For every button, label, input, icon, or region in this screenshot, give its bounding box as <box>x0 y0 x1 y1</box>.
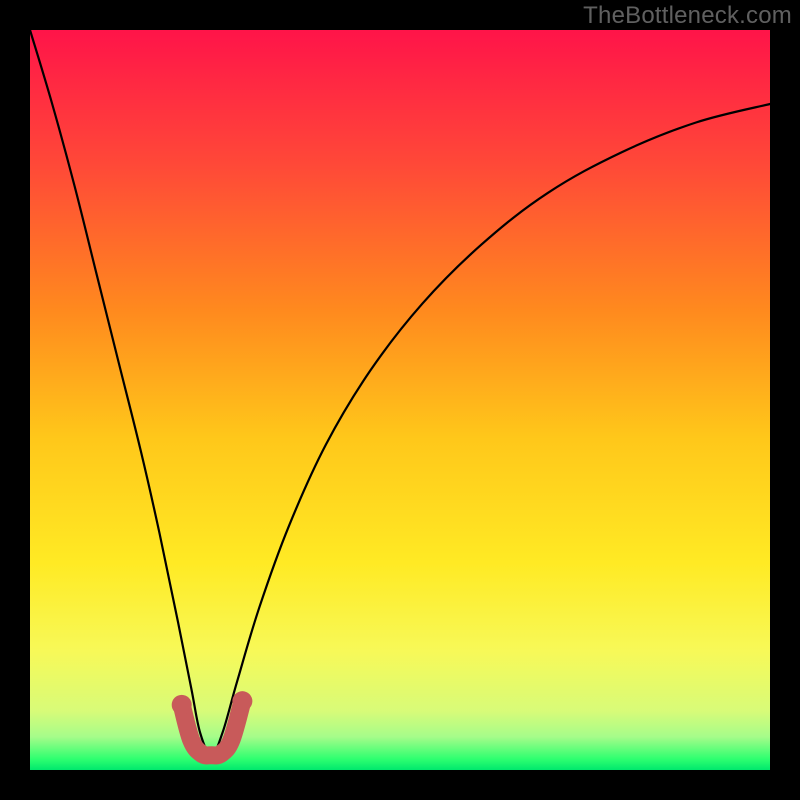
watermark-text: TheBottleneck.com <box>583 2 792 30</box>
chart-stage: TheBottleneck.com <box>0 0 800 800</box>
chart-svg <box>0 0 800 800</box>
chart-background-gradient <box>30 30 770 770</box>
valley-marker-endcap <box>232 691 252 711</box>
valley-marker-endcap <box>172 695 192 715</box>
